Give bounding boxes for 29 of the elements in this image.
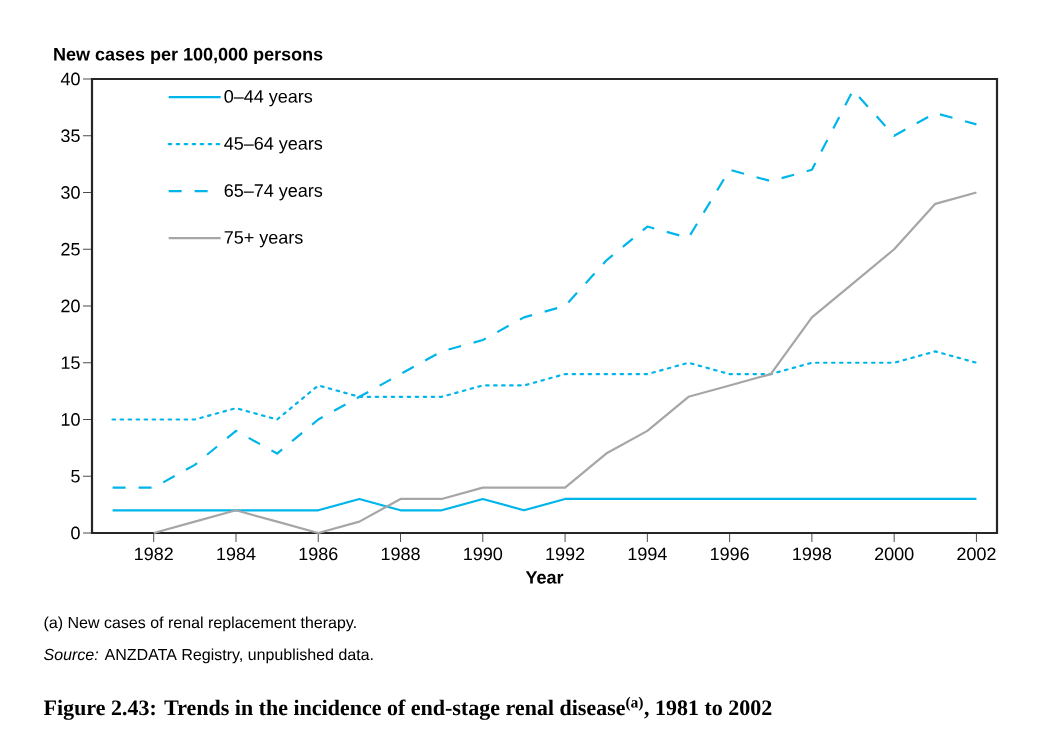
x-tick-label: 1984: [217, 547, 256, 561]
y-axis-title: New cases per 100,000 persons: [54, 47, 323, 65]
x-tick-label: 1992: [546, 547, 585, 561]
y-tick-label: 35: [61, 129, 80, 143]
x-tick-label: 2002: [957, 547, 996, 561]
legend-label: 45–64 years: [224, 137, 323, 154]
x-tick-label: 1982: [135, 547, 173, 561]
x-tick-label: 1994: [628, 547, 667, 561]
chart-title: Figure 2.43: Trends in the incidence of end-stage renal disease$^{(a)}$, 1981 to 2002: [43, 696, 772, 720]
y-tick-label: 5: [71, 469, 80, 483]
x-tick-label: 1990: [464, 547, 503, 561]
y-tick-label: 30: [61, 186, 80, 199]
x-axis-title: Year: [525, 571, 564, 584]
legend-label: 0–44 years: [224, 90, 313, 107]
x-tick-label: 1988: [381, 547, 420, 561]
y-tick-label: 20: [61, 299, 80, 313]
x-tick-label: 1996: [710, 547, 749, 561]
x-tick-label: 1998: [793, 547, 832, 561]
y-tick-label: 0: [71, 526, 80, 540]
x-tick-label: 1986: [299, 547, 338, 561]
y-tick-label: 25: [61, 242, 80, 256]
y-tick-label: 15: [61, 356, 80, 370]
y-tick-label: 10: [61, 413, 80, 426]
y-tick-label: 40: [60, 72, 80, 86]
x-tick-label: 2000: [875, 547, 914, 561]
legend-label: 75+ years: [224, 231, 303, 248]
text: (a) New cases of renal replacement therapy.: [44, 616, 356, 632]
text: Source: ANZDATA Registry, unpublished data.: [43, 648, 373, 664]
legend-label: 65–74 years: [224, 184, 323, 201]
